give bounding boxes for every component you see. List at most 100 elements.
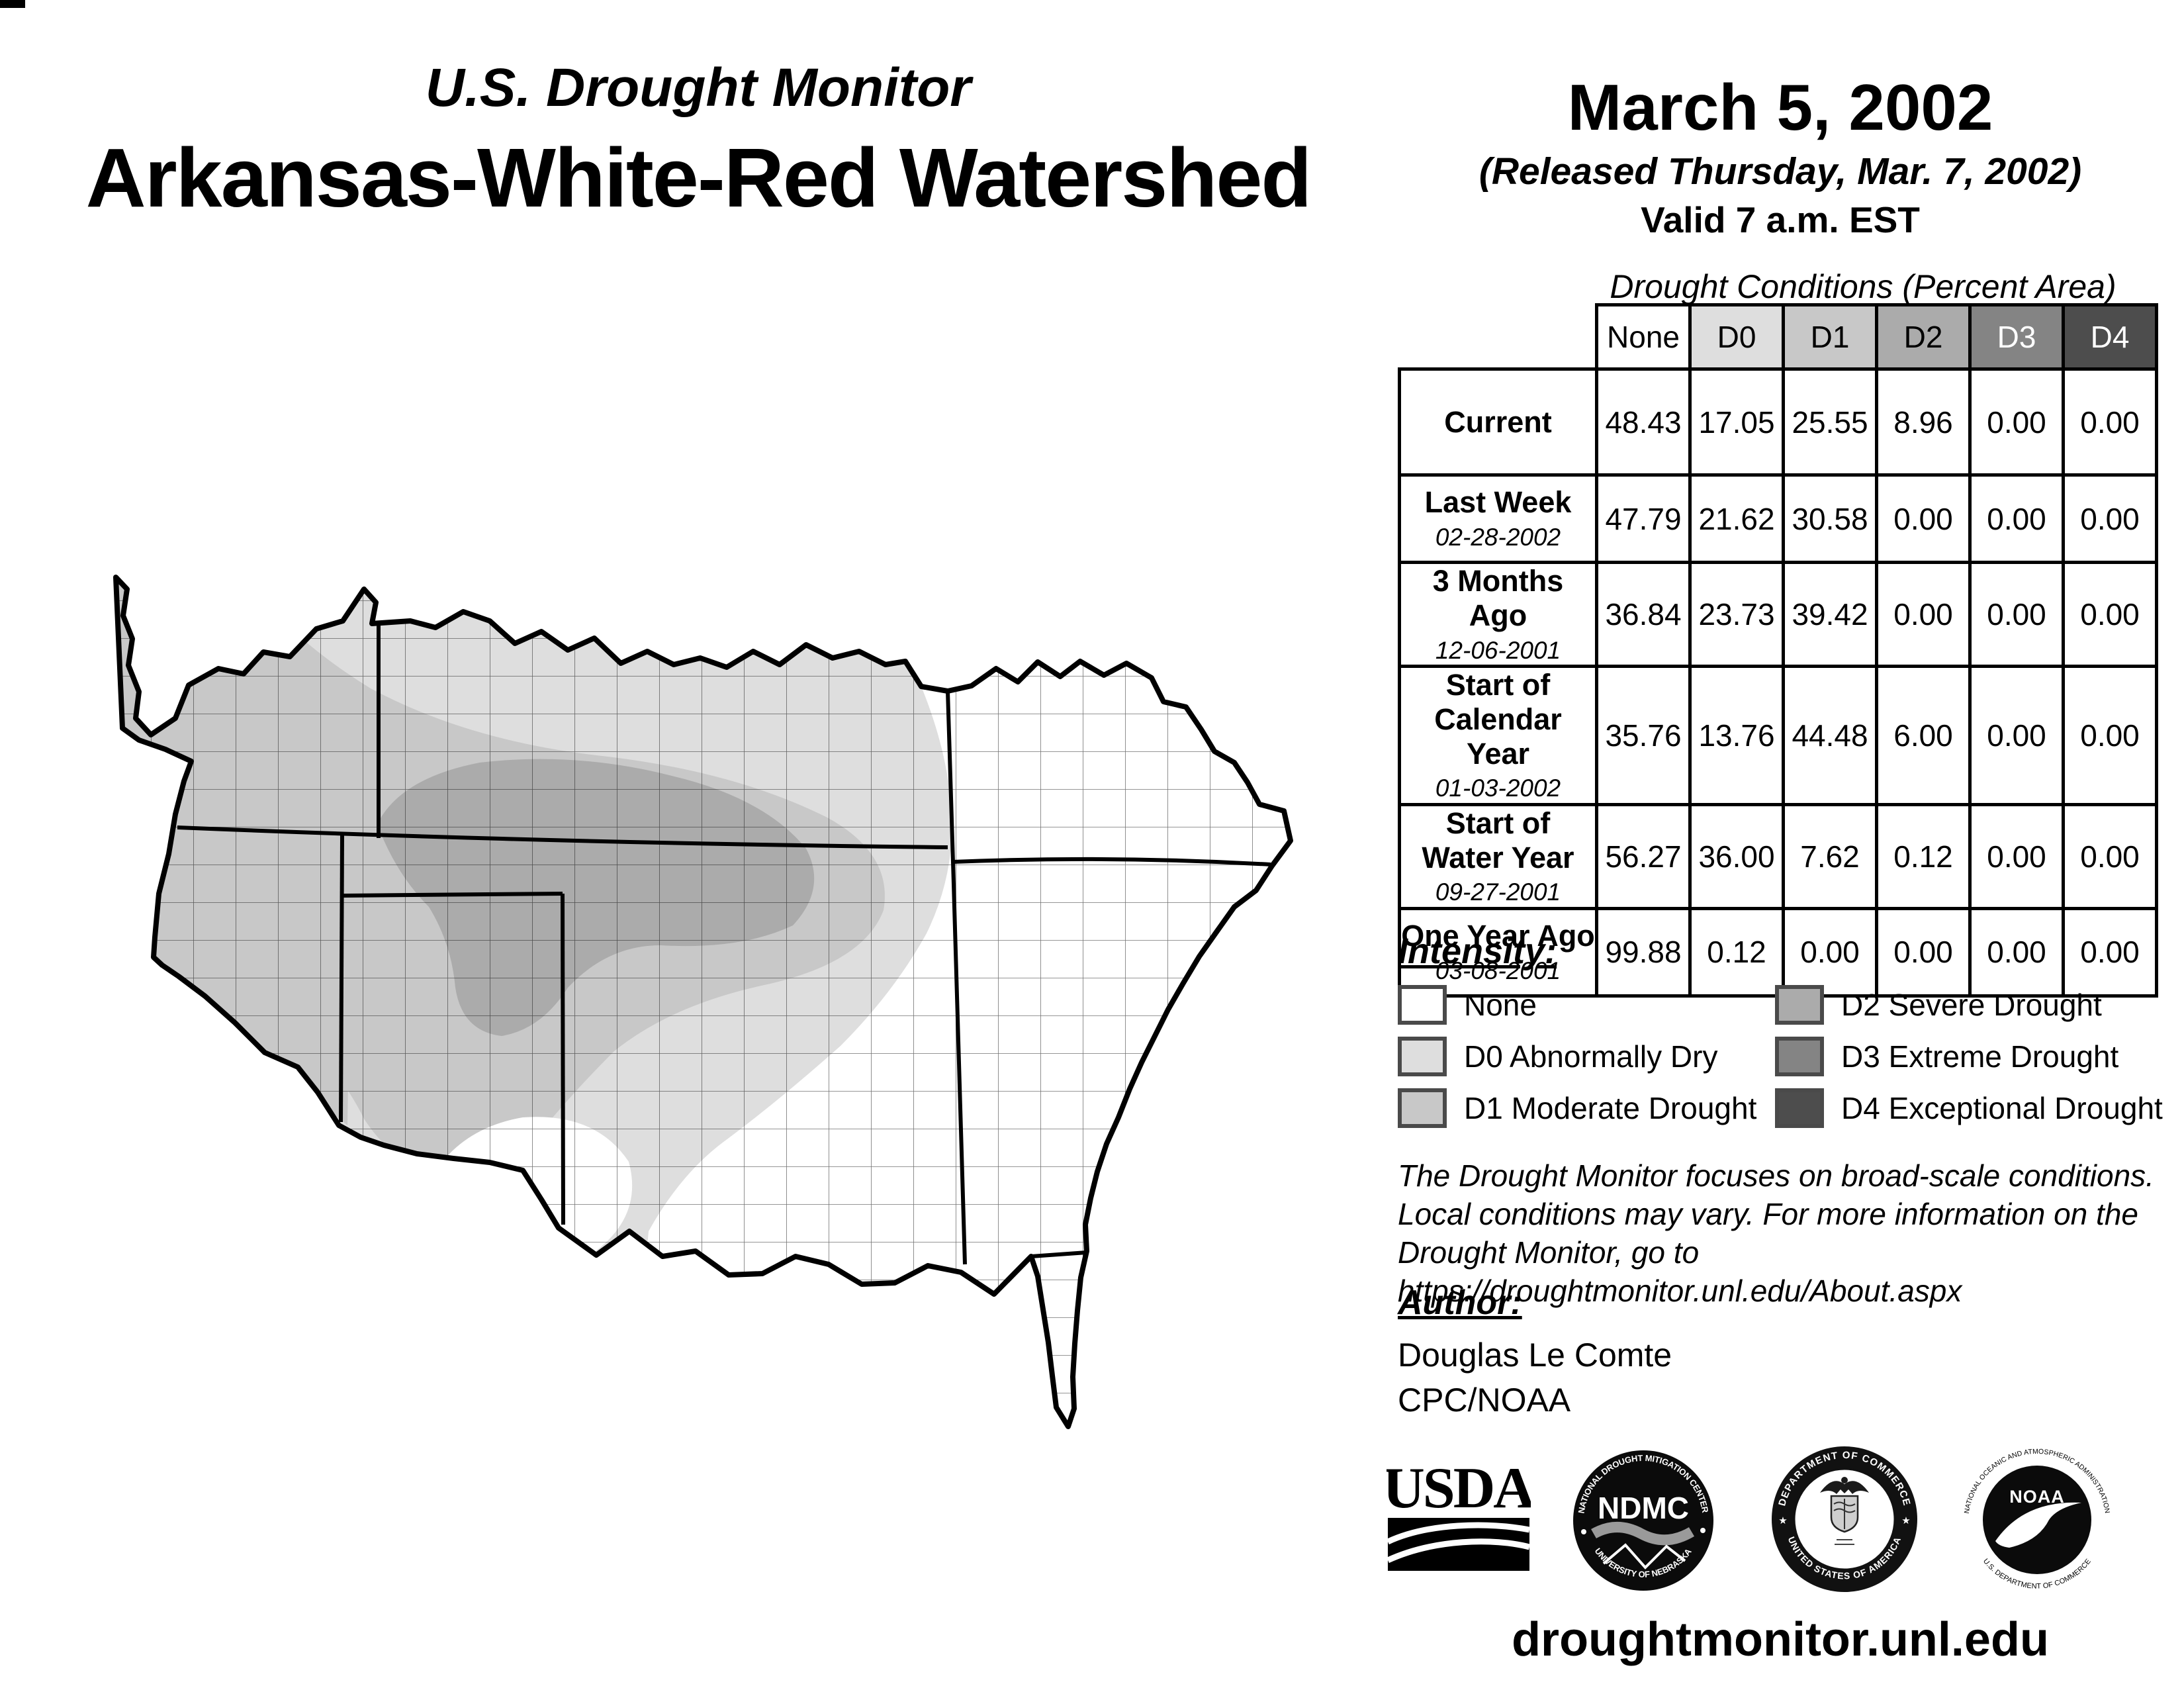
row-label-start-calendar-year: Start of Calendar Year 01-03-2002 [1398,665,1598,806]
cell-value: 48.43 [1595,367,1692,477]
cell-value: 0.00 [2062,367,2158,477]
cell-value: 21.62 [1688,473,1785,564]
cell-value: 25.55 [1782,367,1878,477]
cell-value: 0.00 [2062,906,2158,998]
scan-artifact [0,0,25,8]
cell-value: 0.00 [2062,560,2158,669]
ndmc-logo: NATIONAL DROUGHT MITIGATION CENTER UNIVE… [1573,1450,1713,1591]
legend-item-none: None [1398,985,1537,1025]
usda-logo-text: USDA [1387,1460,1531,1521]
cell-value: 0.00 [2062,473,2158,564]
cell-value: 0.00 [1875,560,1972,669]
author-heading: Author: [1398,1284,1522,1322]
row-label-start-water-year: Start of Water Year 09-27-2001 [1398,802,1598,910]
table-row: Start of Calendar Year 01-03-2002 35.76 1… [1398,665,2158,806]
legend-item-d1: D1 Moderate Drought [1398,1088,1756,1128]
usda-logo: USDA [1387,1460,1531,1571]
eagle-and-shield-icon [1820,1477,1869,1545]
cell-value: 0.00 [1968,367,2065,477]
row-label-last-week: Last Week 02-28-2002 [1398,473,1598,564]
table-header-row: None D0 D1 D2 D3 D4 [1399,303,2158,371]
seal-star-right: ★ [1901,1515,1910,1526]
cell-value: 0.00 [1968,473,2065,564]
table-row: Last Week 02-28-2002 47.79 21.62 30.58 0.… [1398,473,2158,564]
cell-value: 6.00 [1875,665,1972,806]
none-swatch [1398,985,1447,1025]
cell-value: 23.73 [1688,560,1785,669]
legend-label: D0 Abnormally Dry [1464,1039,1718,1074]
col-header-d0: D0 [1688,303,1785,371]
legend-label: None [1464,988,1537,1022]
row-label-one-year-ago: One Year Ago 03-08-2001 [1398,906,1598,998]
cell-value: 39.42 [1782,560,1878,669]
d0-swatch [1398,1037,1447,1076]
cell-value: 0.00 [2062,665,2158,806]
legend-label: D3 Extreme Drought [1841,1039,2119,1074]
cell-value: 0.12 [1688,906,1785,998]
released-date: (Released Thursday, Mar. 7, 2002) [1479,150,2082,193]
table-row: Current 48.43 17.05 25.55 8.96 0.00 0.00 [1398,367,2158,477]
table-row: Start of Water Year 09-27-2001 56.27 36.0… [1398,802,2158,910]
legend-item-d2: D2 Severe Drought [1775,985,2102,1025]
cell-value: 13.76 [1688,665,1785,806]
disclaimer-line: Local conditions may vary. For more info… [1398,1196,2138,1231]
cell-value: 17.05 [1688,367,1785,477]
cell-value: 0.00 [1875,906,1972,998]
d3-swatch [1775,1037,1824,1076]
row-label-3-months-ago: 3 Months Ago 12-06-2001 [1398,560,1598,669]
table-row: 3 Months Ago 12-06-2001 36.84 23.73 39.42… [1398,560,2158,669]
cell-value: 44.48 [1782,665,1878,806]
col-header-d1: D1 [1782,303,1878,371]
program-title: U.S. Drought Monitor [425,58,972,118]
report-date: March 5, 2002 [1567,71,1993,144]
state-borders [177,610,1271,1265]
legend-label: D1 Moderate Drought [1464,1091,1757,1125]
cell-value: 7.62 [1782,802,1878,910]
table-corner-cell [1399,305,1597,369]
noaa-logo-text: NOAA [2009,1487,2065,1507]
ndmc-logo-text: NDMC [1598,1491,1689,1525]
cell-value: 8.96 [1875,367,1972,477]
legend-title: Intensity: [1398,931,1557,971]
noaa-bird-icon [1995,1502,2081,1548]
cell-value: 36.84 [1595,560,1692,669]
table-row: One Year Ago 03-08-2001 99.88 0.12 0.00 0… [1398,906,2158,998]
cell-value: 0.00 [1875,473,1972,564]
col-header-d3: D3 [1968,303,2065,371]
noaa-logo: NATIONAL OCEANIC AND ATMOSPHERIC ADMINIS… [1963,1448,2111,1591]
page-title: Arkansas-White-Red Watershed [85,131,1312,224]
row-label-current: Current [1398,367,1598,477]
cell-value: 56.27 [1595,802,1692,910]
disclaimer-line: The Drought Monitor focuses on broad-sca… [1398,1158,2154,1193]
d4-swatch [1775,1088,1824,1128]
disclaimer-line: Drought Monitor, go to https://droughtmo… [1398,1235,1962,1308]
d1-swatch [1398,1088,1447,1128]
disclaimer-text: The Drought Monitor focuses on broad-sca… [1398,1157,2165,1311]
cell-value: 0.00 [2062,802,2158,910]
site-url: droughtmonitor.unl.edu [1512,1613,2049,1666]
watershed-outline [113,575,1293,1429]
d2-swatch [1775,985,1824,1025]
author-org: CPC/NOAA [1398,1382,1571,1419]
cell-value: 0.00 [1968,906,2065,998]
seal-star-left: ★ [1778,1515,1787,1526]
legend-item-d0: D0 Abnormally Dry [1398,1037,1717,1076]
cell-value: 99.88 [1595,906,1692,998]
department-of-commerce-seal: DEPARTMENT OF COMMERCE UNITED STATES OF … [1772,1446,1917,1592]
cell-value: 36.00 [1688,802,1785,910]
cell-value: 0.00 [1968,560,2065,669]
cell-value: 0.00 [1782,906,1878,998]
col-header-d4: D4 [2062,303,2158,371]
legend-item-d4: D4 Exceptional Drought [1775,1088,2163,1128]
cell-value: 0.00 [1968,665,2065,806]
cell-value: 35.76 [1595,665,1692,806]
drought-conditions-table: None D0 D1 D2 D3 D4 Current 48.43 17.05 … [1398,303,2158,998]
cell-value: 47.79 [1595,473,1692,564]
county-boundaries [116,577,1291,1427]
col-header-d2: D2 [1875,303,1972,371]
watershed-map [113,575,1293,1429]
col-header-none: None [1595,303,1692,371]
legend-label: D4 Exceptional Drought [1841,1091,2163,1125]
valid-time: Valid 7 a.m. EST [1641,199,1920,240]
